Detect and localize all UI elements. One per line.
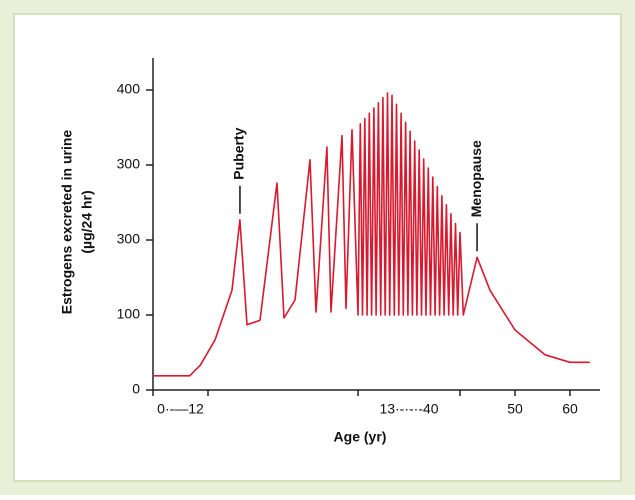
x-tick-label: 60 bbox=[562, 401, 578, 417]
annotation: Puberty bbox=[231, 127, 247, 179]
y-tick-label: 0 bbox=[132, 381, 140, 397]
annotation: Menopause bbox=[468, 140, 484, 217]
x-tick-label: 50 bbox=[507, 401, 523, 417]
y-tick-label: 300 bbox=[117, 156, 141, 172]
estrogen-curve bbox=[153, 92, 590, 377]
y-tick-label: 300 bbox=[117, 231, 141, 247]
y-axis-label: Estrogens excreted in urine bbox=[59, 130, 75, 315]
y-axis-label: (µg/24 hr) bbox=[79, 190, 95, 253]
panel bbox=[13, 13, 622, 482]
y-tick-label: 400 bbox=[117, 81, 141, 97]
x-tick-label: 13·-·-·-40 bbox=[379, 401, 438, 417]
x-tick-label: 0·-—12 bbox=[157, 401, 204, 417]
y-tick-label: 100 bbox=[117, 306, 141, 322]
x-axis-label: Age (yr) bbox=[334, 429, 387, 445]
